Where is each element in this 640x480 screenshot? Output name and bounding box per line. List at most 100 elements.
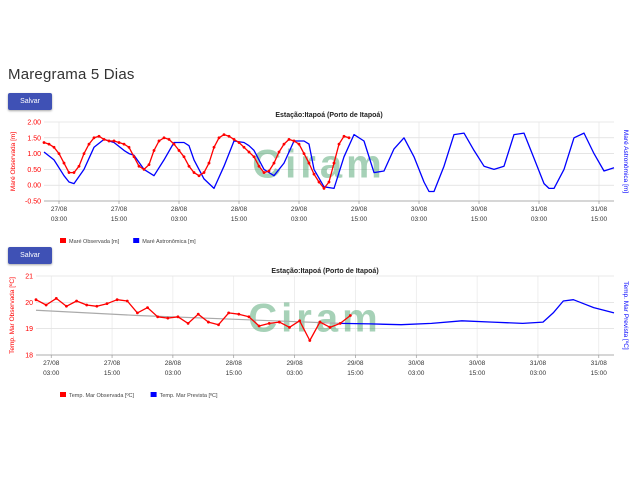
x-tick-label-time: 03:00	[408, 370, 425, 377]
legend-label: Temp. Mar Observada [ºC]	[69, 392, 134, 399]
water-temperature-chart: Estação:Itapoá (Porto de Itapoá) 21 20 19 18…	[9, 268, 629, 399]
observed-data-point	[328, 325, 332, 329]
save-button-temperature-chart[interactable]: Salvar	[8, 247, 52, 264]
x-tick-label-day: 30/08	[471, 206, 488, 213]
x-tick-label-time: 03:00	[43, 370, 60, 377]
observed-data-point	[132, 155, 136, 159]
x-tick-label-time: 15:00	[104, 370, 121, 377]
legend-swatch	[60, 238, 66, 243]
observed-data-point	[105, 302, 109, 306]
observed-data-point	[95, 304, 99, 308]
x-tick-label-time: 03:00	[411, 216, 428, 223]
observed-data-point	[227, 311, 231, 315]
x-tick-label-time: 03:00	[291, 216, 308, 223]
observed-data-point	[162, 136, 166, 140]
observed-data-point	[92, 136, 96, 140]
observed-data-point	[277, 150, 281, 154]
observed-data-point	[257, 324, 261, 328]
observed-data-point	[217, 323, 220, 327]
observed-data-point	[247, 150, 251, 154]
observed-data-point	[312, 172, 316, 176]
y-tick-label: 20	[25, 300, 33, 307]
observed-data-point	[142, 168, 146, 171]
y-tick-label: 2.00	[27, 120, 41, 127]
observed-data-point	[202, 171, 206, 174]
observed-data-point	[127, 145, 131, 149]
observed-data-point	[197, 174, 201, 178]
observed-data-point	[107, 139, 111, 143]
x-tick-label-day: 28/08	[165, 360, 182, 367]
legend-swatch	[133, 238, 140, 243]
observed-data-point	[54, 296, 58, 300]
legend-label: Maré Astronômica [m]	[142, 239, 196, 245]
observed-data-point	[337, 142, 341, 146]
x-tick-label-time: 15:00	[226, 370, 243, 377]
observed-data-point	[137, 164, 141, 168]
observed-data-point	[72, 171, 76, 174]
observed-data-point	[196, 312, 200, 316]
observed-data-point	[186, 322, 190, 325]
observed-data-point	[287, 137, 291, 141]
observed-data-point	[302, 152, 306, 155]
y-axis-label: Maré Observada [m]	[10, 132, 17, 191]
observed-data-point	[172, 142, 176, 146]
predicted-series-line	[340, 299, 615, 326]
observed-data-point	[288, 325, 291, 329]
chart-title: Estação:Itapoá (Porto de Itapoá)	[275, 112, 382, 119]
x-tick-label-day: 27/08	[104, 360, 121, 367]
observed-data-point	[267, 322, 271, 325]
observed-data-point	[206, 320, 210, 324]
x-tick-label-day: 27/08	[43, 360, 60, 367]
legend-swatch	[60, 392, 66, 397]
observed-data-point	[67, 171, 71, 174]
x-tick-label-day: 31/08	[530, 360, 547, 367]
legend-label: Temp. Mar Prevista [ºC]	[160, 392, 218, 399]
x-tick-label-day: 29/08	[291, 206, 308, 213]
x-tick-label-time: 15:00	[231, 216, 248, 223]
x-tick-label-time: 15:00	[471, 216, 488, 223]
x-tick-label-day: 29/08	[351, 206, 368, 213]
observed-data-point	[42, 141, 46, 144]
x-tick-label-time: 03:00	[165, 370, 182, 377]
observed-data-point	[85, 303, 89, 307]
observed-data-point	[232, 137, 236, 141]
observed-data-point	[332, 161, 336, 165]
observed-data-point	[176, 315, 180, 319]
observed-data-point	[307, 161, 311, 165]
y2-axis-label: Temp. Mar Prevista [ºC]	[622, 281, 629, 350]
x-tick-label-day: 31/08	[531, 206, 548, 213]
observed-data-point	[187, 164, 191, 168]
observed-data-point	[44, 303, 48, 307]
observed-data-point	[227, 134, 231, 138]
save-button-tide-chart[interactable]: Salvar	[8, 93, 52, 110]
x-tick-label-day: 30/08	[411, 206, 428, 213]
x-tick-label-time: 15:00	[347, 370, 364, 377]
legend-swatch	[150, 392, 157, 397]
y-tick-label: -0.50	[25, 199, 41, 206]
observed-data-point	[347, 136, 351, 140]
observed-data-point	[47, 142, 51, 146]
ciram-watermark: Ciram	[248, 297, 381, 341]
observed-data-point	[252, 155, 256, 159]
observed-data-point	[182, 155, 186, 159]
x-tick-label-time: 03:00	[530, 370, 547, 377]
observed-data-point	[112, 139, 116, 143]
observed-data-point	[342, 134, 346, 138]
page-title: Maregrama 5 Dias	[8, 66, 135, 83]
x-tick-label-time: 03:00	[171, 216, 188, 223]
observed-data-point	[97, 134, 101, 138]
observed-data-point	[242, 145, 246, 149]
observed-data-point	[292, 139, 296, 143]
x-tick-label-time: 15:00	[591, 216, 608, 223]
observed-data-point	[298, 319, 302, 323]
observed-data-point	[77, 164, 81, 168]
observed-data-point	[318, 320, 322, 324]
x-tick-label-day: 27/08	[111, 206, 128, 213]
observed-data-point	[177, 149, 181, 152]
observed-data-point	[262, 171, 266, 174]
x-tick-label-time: 15:00	[111, 216, 128, 223]
x-tick-label-time: 03:00	[531, 216, 548, 223]
observed-data-point	[237, 312, 241, 316]
observed-data-point	[156, 315, 160, 319]
y-tick-label: 0.50	[27, 167, 41, 174]
